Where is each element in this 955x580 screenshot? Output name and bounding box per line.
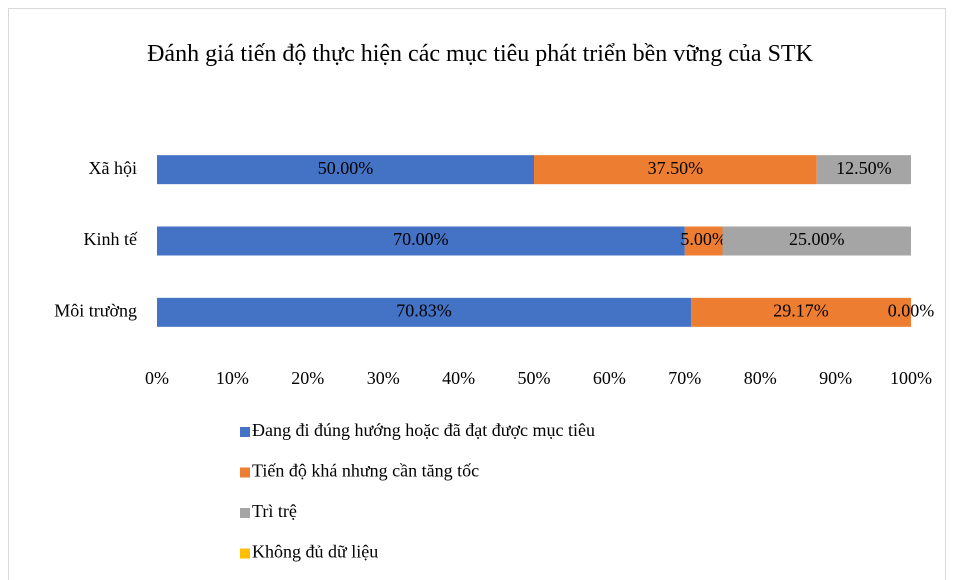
x-tick-label: 30% (367, 368, 400, 388)
legend-swatch (240, 427, 250, 437)
data-label: 37.50% (648, 158, 704, 178)
data-label: 50.00% (318, 158, 374, 178)
x-tick-label: 90% (819, 368, 852, 388)
data-label: 25.00% (789, 229, 845, 249)
bar-segment (157, 297, 692, 327)
x-tick-label: 80% (744, 368, 777, 388)
legend-label: Không đủ dữ liệu (252, 542, 378, 562)
data-label: 12.50% (836, 158, 892, 178)
bar-segment (684, 226, 723, 256)
x-tick-label: 70% (668, 368, 701, 388)
x-tick-label: 0% (145, 368, 169, 388)
legend-label: Trì trệ (252, 501, 297, 521)
x-tick-label: 10% (216, 368, 249, 388)
legend-swatch (240, 548, 250, 559)
legend-swatch (240, 467, 250, 478)
data-label: 70.83% (396, 300, 452, 320)
y-tick-label: Xã hội (89, 158, 138, 178)
data-label: 5.00% (680, 229, 727, 249)
legend-label: Đang đi đúng hướng hoặc đã đạt được mục … (252, 420, 595, 440)
bar-segment (816, 155, 911, 185)
x-tick-label: 20% (291, 368, 324, 388)
bar-segment (722, 226, 911, 256)
y-tick-label: Môi trường (54, 300, 137, 320)
bar-segment (157, 226, 685, 256)
legend-swatch (240, 508, 250, 518)
bar-segment (157, 155, 534, 185)
x-tick-label: 50% (518, 368, 551, 388)
bar-segment (691, 297, 911, 327)
x-tick-label: 100% (890, 368, 932, 388)
legend-label: Tiến độ khá nhưng cần tăng tốc (252, 461, 479, 481)
data-label: 29.17% (773, 300, 829, 320)
data-label: 0.00% (888, 300, 935, 320)
x-tick-label: 60% (593, 368, 626, 388)
x-tick-label: 40% (442, 368, 475, 388)
y-tick-label: Kinh tế (84, 229, 139, 249)
bar-segment (534, 155, 817, 185)
chart-frame (8, 8, 946, 580)
data-label: 70.00% (393, 229, 449, 249)
chart-title: Đánh giá tiến độ thực hiện các mục tiêu … (147, 41, 813, 67)
